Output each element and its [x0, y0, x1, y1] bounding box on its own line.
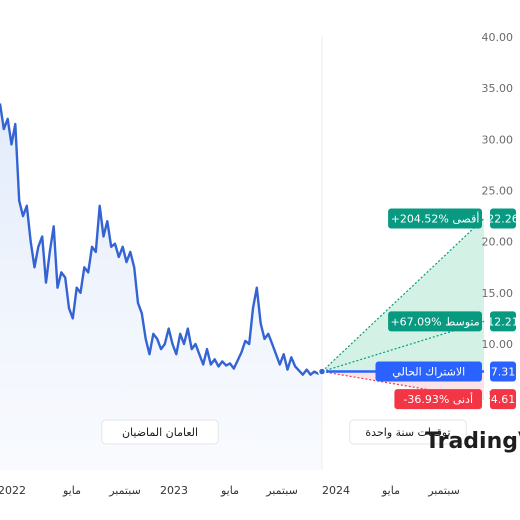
logo-text: TradingView — [425, 429, 520, 454]
x-tick-label: سبتمبر — [427, 484, 460, 497]
y-tick-label: 15.00 — [482, 287, 514, 300]
x-tick-label: 2024 — [322, 484, 350, 497]
forecast-label-text: +67.09% متوسط — [390, 315, 479, 328]
forecast-label-text: -36.93% أدنى — [403, 392, 473, 406]
x-tick-label: سبتمبر — [265, 484, 298, 497]
x-tick-label: سبتمبر — [108, 484, 141, 497]
y-tick-label: 35.00 — [482, 82, 514, 95]
period-label-text: العامان الماضيان — [122, 426, 198, 439]
x-tick-label: مايو — [220, 484, 239, 497]
period-label-box — [349, 419, 467, 445]
value-tag-box — [490, 361, 516, 382]
y-tick-label: 10.00 — [482, 338, 514, 351]
forecast-label-box — [394, 389, 482, 410]
history-period-label: العامان الماضيان — [101, 419, 219, 445]
x-tick-label: مايو — [62, 484, 81, 497]
forecast-high-line — [321, 218, 485, 372]
period-label-text: توقعات سنة واحدة — [365, 426, 450, 439]
x-tick-label: مايو — [381, 484, 400, 497]
value-tag-avg: 12.21 +67.09% متوسط — [388, 311, 519, 332]
value-tag-high: 22.26 +204.52% أقصى — [388, 208, 519, 229]
forecast-label-box — [388, 311, 482, 332]
x-tick-label: 2022 — [0, 484, 26, 497]
history-area — [0, 103, 322, 470]
tradingview-logo: TradingView — [425, 429, 520, 454]
forecast-period-label: توقعات سنة واحدة — [349, 419, 467, 445]
value-tag-text: 22.26 — [487, 213, 519, 226]
forecast-label-box — [375, 361, 482, 382]
price-line — [0, 103, 323, 376]
x-tick-label: 2023 — [160, 484, 188, 497]
forecast-label-text: +204.52% أقصى — [391, 212, 480, 226]
value-tag-box — [490, 389, 516, 410]
y-tick-label: 25.00 — [482, 185, 514, 198]
forecast-label-text: الاشتراك الحالي — [392, 366, 465, 379]
y-tick-label: 30.00 — [482, 133, 514, 146]
value-tag-text: 7.31 — [491, 366, 516, 379]
y-tick-label: 40.00 — [482, 31, 514, 44]
value-tag-text: 12.21 — [487, 315, 519, 328]
forecast-high-zone — [322, 218, 484, 372]
value-tag-box — [490, 311, 516, 332]
value-tag-low: 4.61 -36.93% أدنى — [394, 389, 516, 410]
forecast-label-box — [388, 208, 482, 229]
y-tick-label: 20.00 — [482, 236, 514, 249]
value-tag-text: 4.61 — [491, 393, 516, 406]
period-label-box — [101, 419, 219, 445]
current-point — [317, 367, 327, 376]
value-tag-current: 7.31 الاشتراك الحالي — [375, 361, 516, 382]
value-tag-box — [490, 208, 516, 229]
